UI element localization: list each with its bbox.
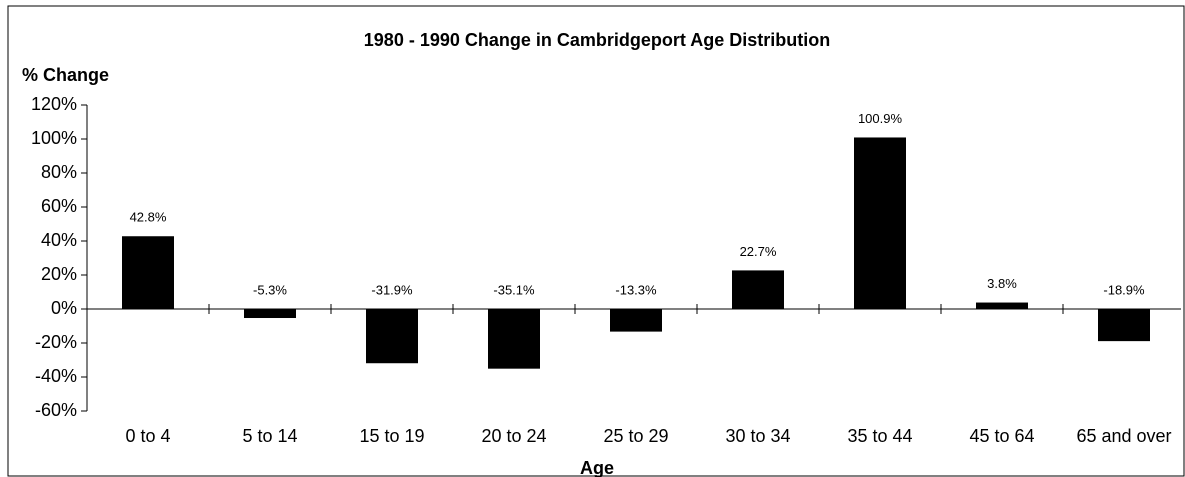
chart-border: [7, 5, 1185, 477]
y-tick-label: 20%: [41, 264, 77, 284]
bar: [854, 137, 906, 309]
y-tick-label: 80%: [41, 162, 77, 182]
bar: [976, 302, 1028, 309]
x-tick-label: 0 to 4: [125, 426, 170, 446]
x-tick-label: 30 to 34: [725, 426, 790, 446]
y-tick-label: -20%: [35, 332, 77, 352]
chart-title: 1980 - 1990 Change in Cambridgeport Age …: [364, 30, 830, 50]
y-tick-label: 120%: [31, 94, 77, 114]
x-tick-label: 25 to 29: [603, 426, 668, 446]
value-label: 100.9%: [858, 111, 903, 126]
value-label: -31.9%: [371, 282, 413, 297]
bar: [122, 236, 174, 309]
bar: [244, 309, 296, 319]
x-tick-label: 5 to 14: [242, 426, 297, 446]
y-tick-label: 60%: [41, 196, 77, 216]
bar: [610, 309, 662, 332]
x-tick-label: 35 to 44: [847, 426, 912, 446]
x-tick-label: 45 to 64: [969, 426, 1034, 446]
y-axis-label: % Change: [22, 65, 109, 85]
y-tick-label: -60%: [35, 400, 77, 420]
y-tick-label: 100%: [31, 128, 77, 148]
y-tick-label: 40%: [41, 230, 77, 250]
bar: [366, 309, 418, 364]
x-tick-label: 20 to 24: [481, 426, 546, 446]
value-label: -5.3%: [253, 282, 287, 297]
bar: [488, 309, 540, 369]
value-label: 42.8%: [130, 210, 167, 225]
value-label: -18.9%: [1103, 282, 1145, 297]
value-label: -35.1%: [493, 282, 535, 297]
y-tick-label: 0%: [51, 298, 77, 318]
bar: [1098, 309, 1150, 342]
value-label: 3.8%: [987, 276, 1017, 291]
bar: [732, 270, 784, 309]
value-label: -13.3%: [615, 282, 657, 297]
x-axis-label: Age: [580, 458, 614, 477]
x-tick-label: 15 to 19: [359, 426, 424, 446]
x-tick-label: 65 and over: [1076, 426, 1171, 446]
y-tick-label: -40%: [35, 366, 77, 386]
value-label: 22.7%: [740, 244, 777, 259]
